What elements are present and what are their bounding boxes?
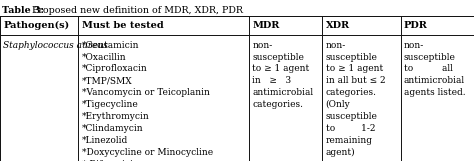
Bar: [78, 16, 249, 35]
Text: MDR: MDR: [252, 21, 280, 30]
Text: antimicrobial: antimicrobial: [252, 88, 313, 97]
Text: categories.: categories.: [326, 88, 377, 97]
Text: *Gentamicin: *Gentamicin: [82, 41, 139, 50]
Bar: [249, 16, 322, 35]
Text: susceptible: susceptible: [404, 53, 456, 62]
Text: Must be tested: Must be tested: [82, 21, 163, 30]
Text: *Doxycycline or Minocycline: *Doxycycline or Minocycline: [82, 148, 213, 157]
Text: XDR: XDR: [326, 21, 350, 30]
Text: susceptible: susceptible: [252, 53, 304, 62]
Text: to          all: to all: [404, 65, 453, 74]
Text: (Only: (Only: [326, 100, 350, 109]
Text: *Ciprofloxacin: *Ciprofloxacin: [82, 65, 147, 74]
Text: agents listed.: agents listed.: [404, 88, 465, 97]
Text: agent): agent): [326, 148, 356, 157]
Text: susceptible: susceptible: [326, 53, 377, 62]
Text: Staphylococcus aureus: Staphylococcus aureus: [3, 41, 108, 50]
Text: PDR: PDR: [404, 21, 428, 30]
Bar: [322, 16, 401, 35]
Text: *Oxacillin: *Oxacillin: [82, 53, 126, 62]
Text: remaining: remaining: [326, 136, 373, 145]
Bar: [0, 16, 78, 35]
Text: in   ≥   3: in ≥ 3: [252, 76, 292, 85]
Text: to ≥ 1 agent: to ≥ 1 agent: [326, 65, 383, 74]
Text: non-: non-: [252, 41, 273, 50]
Text: *Tigecycline: *Tigecycline: [82, 100, 138, 109]
Text: susceptible: susceptible: [326, 112, 377, 121]
Bar: [401, 16, 474, 35]
Text: *Vancomycin or Teicoplanin: *Vancomycin or Teicoplanin: [82, 88, 210, 97]
Bar: [401, 35, 474, 161]
Text: *Erythromycin: *Erythromycin: [82, 112, 149, 121]
Bar: [0, 35, 78, 161]
Bar: [249, 35, 322, 161]
Text: in all but ≤ 2: in all but ≤ 2: [326, 76, 385, 85]
Text: antimicrobial: antimicrobial: [404, 76, 465, 85]
Text: categories.: categories.: [252, 100, 303, 109]
Text: to         1-2: to 1-2: [326, 124, 375, 133]
Text: Proposed new definition of MDR, XDR, PDR: Proposed new definition of MDR, XDR, PDR: [29, 6, 243, 15]
Text: * Rifampicin: * Rifampicin: [82, 160, 138, 161]
Text: non-: non-: [404, 41, 424, 50]
Text: to ≥ 1 agent: to ≥ 1 agent: [252, 65, 310, 74]
Text: *Clindamycin: *Clindamycin: [82, 124, 143, 133]
Bar: [322, 35, 401, 161]
Text: non-: non-: [326, 41, 346, 50]
Text: Table 3:: Table 3:: [2, 6, 45, 15]
Text: *TMP/SMX: *TMP/SMX: [82, 76, 132, 85]
Text: Pathogen(s): Pathogen(s): [3, 21, 70, 30]
Bar: [78, 35, 249, 161]
Text: *Linezolid: *Linezolid: [82, 136, 128, 145]
